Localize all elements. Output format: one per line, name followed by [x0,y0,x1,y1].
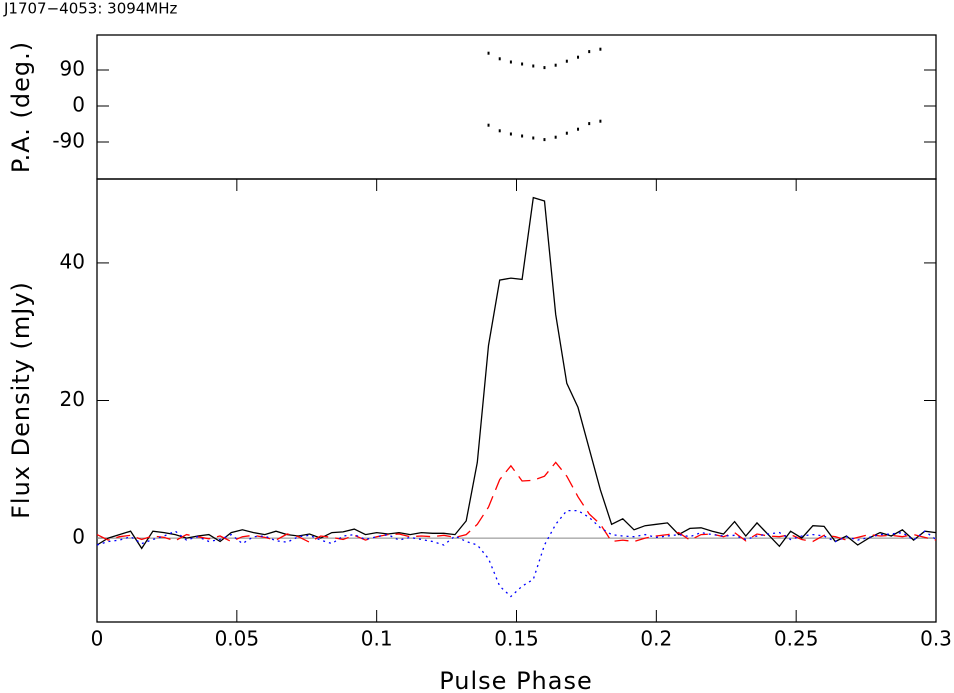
profile-line [96,461,937,543]
pa-point [543,66,546,70]
pa-point [532,136,535,140]
y-axis-label: Flux Density (mJy) [7,281,35,519]
x-tick-label: 0.15 [494,627,539,651]
plot-frame [96,34,937,180]
y-tick-label: 0 [72,93,85,117]
pa-point [498,129,501,133]
x-axis-label: Pulse Phase [439,667,593,693]
y-axis-label: P.A. (deg.) [7,41,35,173]
pa-point [599,119,602,123]
x-tick-label: 0.25 [774,627,819,651]
pa-point [577,55,580,59]
pa-point [577,127,580,131]
chart-title: J1707−4053: 3094MHz [3,0,178,18]
pa-point [565,59,568,63]
y-tick-label: 0 [72,525,85,549]
y-tick-label: 40 [60,249,85,273]
pa-point [543,138,546,142]
pa-point [532,64,535,68]
y-tick-label: 20 [60,387,85,411]
x-tick-label: 0.1 [361,627,393,651]
x-tick-label: 0 [91,627,104,651]
x-tick-label: 0.05 [215,627,260,651]
pa-point [521,62,524,66]
pa-point [487,51,490,55]
x-tick-label: 0.3 [920,627,952,651]
pa-point [588,50,591,54]
pa-point [588,122,591,126]
pa-point [521,134,524,138]
pa-point [554,63,557,67]
pa-point [565,131,568,135]
y-tick-label: 90 [60,57,85,81]
plot-frame [96,178,937,623]
pa-point [509,132,512,136]
profile-line [96,509,937,598]
profile-line [96,196,937,550]
pa-point [554,135,557,139]
pa-point [509,60,512,64]
pa-point [487,123,490,127]
pa-point [599,47,602,51]
pa-point [498,57,501,61]
x-tick-label: 0.2 [640,627,672,651]
y-tick-label: -90 [52,129,85,153]
